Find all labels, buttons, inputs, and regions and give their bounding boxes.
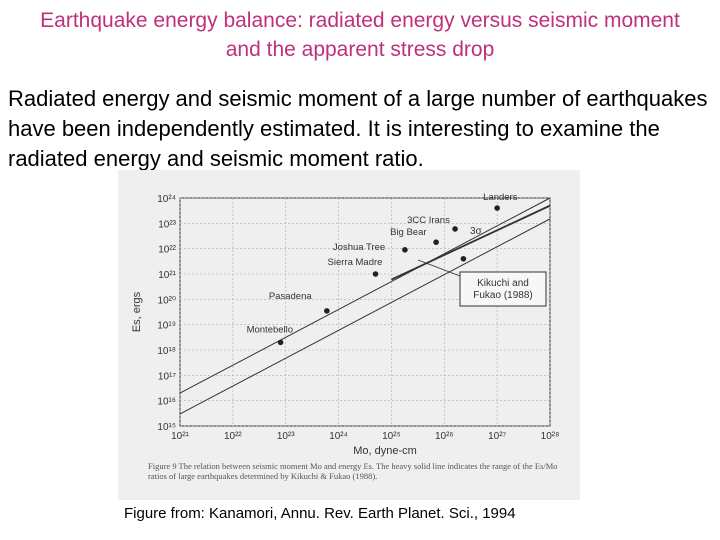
data-point	[494, 205, 500, 211]
figure-credit: Figure from: Kanamori, Annu. Rev. Earth …	[124, 505, 516, 522]
point-label: Montebello	[247, 324, 293, 335]
point-label: Landers	[483, 192, 518, 203]
y-axis-label: Es, ergs	[131, 291, 143, 332]
y-tick-label: 10²⁴	[157, 194, 176, 205]
reference-line	[179, 218, 551, 415]
annotation-leader	[417, 259, 461, 277]
x-tick-label: 10²⁴	[329, 431, 348, 442]
x-tick-label: 10²⁶	[435, 431, 454, 442]
annotation-line: Kikuchi and	[477, 278, 529, 289]
data-point	[402, 247, 408, 253]
x-tick-label: 10²³	[277, 431, 295, 442]
x-tick-label: 10²⁷	[488, 431, 506, 442]
data-point	[372, 271, 379, 277]
figure-panel: 10²¹ 10²² 10²³ 10²⁴ 10²⁵ 10²⁶ 10²⁷ 10²⁸ 10¹⁵ 10¹⁶…	[118, 170, 580, 500]
point-label: 3CC Irans	[407, 215, 450, 226]
y-tick-label: 10¹⁸	[157, 346, 176, 357]
data-point	[433, 239, 439, 245]
x-tick-label: 10²⁸	[541, 431, 560, 442]
figure-caption: Figure 9 The relation between seismic mo…	[148, 461, 558, 481]
data-point	[277, 339, 284, 346]
y-tick-label: 10¹⁶	[157, 397, 176, 408]
y-tick-label: 10²¹	[158, 270, 176, 281]
x-axis-label: Mo, dyne-cm	[353, 445, 417, 457]
data-point	[460, 255, 467, 262]
annotation-line: Fukao (1988)	[473, 290, 532, 301]
energy-moment-chart: 10²¹ 10²² 10²³ 10²⁴ 10²⁵ 10²⁶ 10²⁷ 10²⁸ 10¹⁵ 10¹⁶…	[131, 192, 560, 457]
annotation-box	[459, 271, 547, 307]
slide-title: Earthquake energy balance: radiated ener…	[40, 9, 680, 61]
data-point	[324, 308, 330, 314]
point-label: Big Bear	[390, 227, 426, 238]
y-tick-label: 10²⁰	[158, 295, 176, 306]
point-label: Sierra Madre	[328, 257, 383, 268]
sigma-annotation: 3σ	[470, 226, 483, 237]
y-tick-label: 10¹⁹	[157, 321, 176, 332]
point-label: Joshua Tree	[333, 242, 385, 253]
y-tick-label: 10²²	[158, 245, 176, 256]
y-tick-label: 10¹⁷	[158, 371, 176, 382]
reference-line	[391, 204, 551, 281]
data-point	[452, 226, 458, 232]
y-tick-label: 10²³	[158, 219, 176, 230]
kikuchi-fukao-annotation: Kikuchi and Fukao (1988)	[473, 278, 532, 301]
x-tick-label: 10²⁵	[382, 431, 401, 442]
point-label: Pasadena	[269, 291, 313, 302]
y-tick-label: 10¹⁵	[157, 422, 176, 433]
x-tick-label: 10²²	[224, 431, 242, 442]
x-tick-label: 10²¹	[171, 431, 189, 442]
slide-body-text: Radiated energy and seismic moment of a …	[8, 86, 708, 171]
reference-line	[179, 197, 551, 394]
